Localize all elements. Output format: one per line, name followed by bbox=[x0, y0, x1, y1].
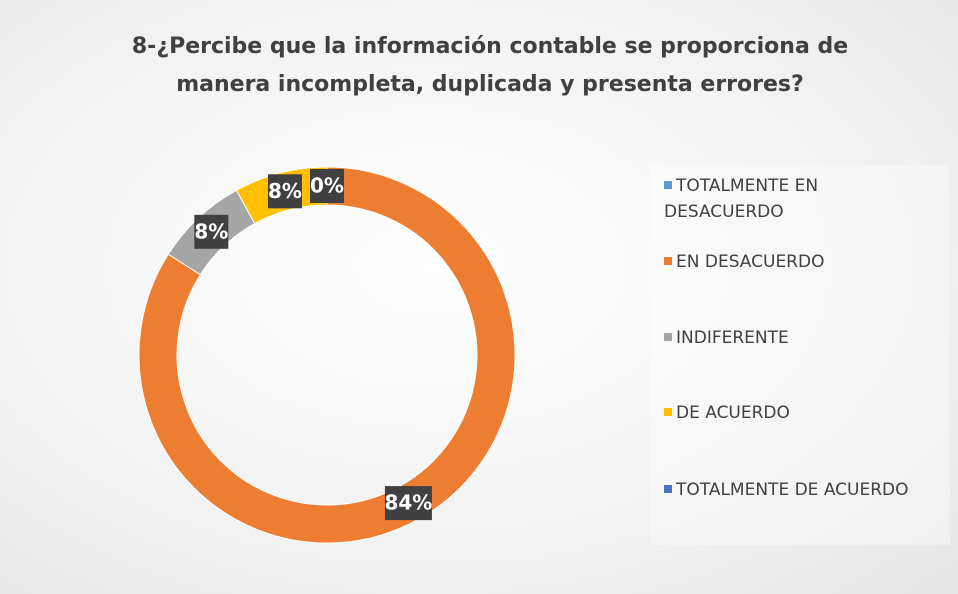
legend-label: EN DESACUERDO bbox=[676, 252, 825, 272]
legend-label: TOTALMENTE EN DESACUERDO bbox=[664, 176, 819, 222]
data-label: 84% bbox=[384, 486, 432, 521]
legend-swatch bbox=[664, 408, 672, 416]
legend-swatch bbox=[664, 181, 672, 189]
chart-title: 8-¿Percibe que la información contable s… bbox=[131, 34, 849, 97]
data-label-text: 8% bbox=[194, 219, 228, 243]
donut-segment bbox=[138, 166, 516, 544]
data-label-text: 0% bbox=[310, 174, 344, 198]
data-label: 8% bbox=[194, 214, 229, 249]
data-label: 8% bbox=[267, 174, 302, 209]
legend-item: TOTALMENTE EN DESACUERDO bbox=[664, 173, 864, 225]
data-label-box bbox=[384, 486, 432, 521]
legend: TOTALMENTE EN DESACUERDO EN DESACUERDO IND… bbox=[650, 165, 950, 545]
legend-label: INDIFERENTE bbox=[676, 328, 789, 348]
legend-item: INDIFERENTE bbox=[664, 325, 949, 351]
legend-label: DE ACUERDO bbox=[676, 403, 790, 423]
data-label-box bbox=[267, 174, 302, 209]
data-label-text: 8% bbox=[268, 179, 302, 203]
legend-item: EN DESACUERDO bbox=[664, 249, 949, 275]
legend-item: TOTALMENTE DE ACUERDO bbox=[664, 477, 949, 503]
legend-swatch bbox=[664, 485, 672, 493]
legend-item: DE ACUERDO bbox=[664, 400, 949, 426]
legend-swatch bbox=[664, 257, 672, 265]
data-label: 0% bbox=[310, 169, 344, 203]
legend-swatch bbox=[664, 333, 672, 341]
legend-label: TOTALMENTE DE ACUERDO bbox=[676, 480, 909, 500]
data-label-box bbox=[310, 169, 344, 203]
data-label-box bbox=[194, 214, 229, 249]
data-label-text: 84% bbox=[384, 491, 432, 515]
